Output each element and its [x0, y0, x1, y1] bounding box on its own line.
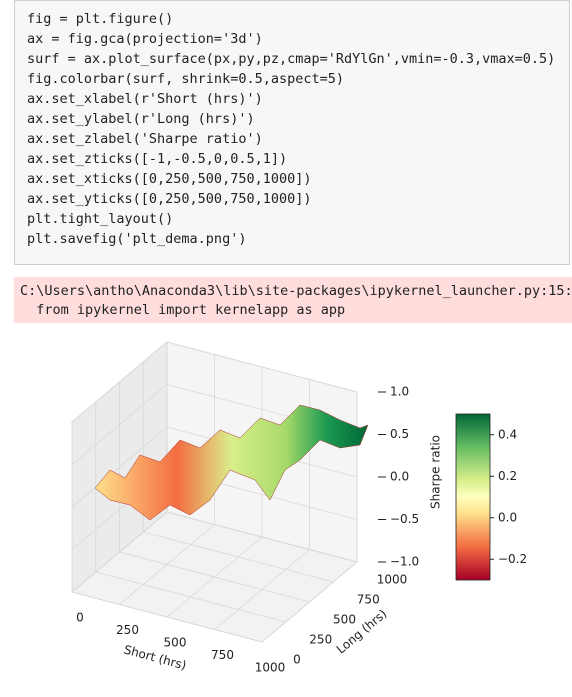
- code-line: ax.set_yticks([0,250,500,750,1000]): [27, 191, 312, 207]
- code-line: C:\Users\antho\Anaconda3\lib\site-packag…: [20, 283, 572, 299]
- z-tick-label: 0.5: [390, 427, 409, 441]
- code-line: fig.colorbar(surf, shrink=0.5,aspect=5): [27, 71, 344, 87]
- colorbar: [455, 413, 491, 581]
- code-line: fig = plt.figure(): [27, 11, 174, 27]
- z-tick-label: 1.0: [390, 385, 409, 399]
- z-tick-label: 0.0: [390, 470, 409, 484]
- y-tick-label: 500: [333, 613, 356, 627]
- y-tick-label: 1000: [377, 573, 408, 587]
- code-line: from ipykernel import kernelapp as app: [20, 302, 346, 318]
- x-tick-label: 0: [76, 611, 84, 625]
- grid-line: [166, 511, 358, 563]
- stderr-output: C:\Users\antho\Anaconda3\lib\site-packag…: [14, 277, 572, 323]
- grid-line: [71, 384, 168, 465]
- y-tick-label: 750: [357, 593, 380, 607]
- y-tick-label: 0: [293, 653, 301, 667]
- code-line: plt.tight_layout(): [27, 211, 174, 227]
- code-line: plt.savefig('plt_dema.png'): [27, 231, 247, 247]
- code-line: surf = ax.plot_surface(px,py,pz,cmap='Rd…: [27, 51, 556, 67]
- grid-line: [143, 531, 334, 583]
- surface: [94, 404, 369, 521]
- code-line: ax.set_zticks([-1,-0.5,0,0.5,1]): [27, 151, 288, 167]
- colorbar-tick-label: −0.2: [498, 552, 527, 566]
- colorbar-tick-label: 0.0: [498, 510, 517, 524]
- code-line: ax = fig.gca(projection='3d'): [27, 31, 263, 47]
- code-line: ax.set_ylabel(r'Long (hrs)'): [27, 111, 255, 127]
- x-tick-label: 1000: [255, 661, 286, 675]
- grid-line: [71, 511, 168, 593]
- z-tick-label: −1.0: [390, 555, 419, 569]
- grid-line: [119, 551, 310, 603]
- grid-line: [71, 591, 263, 643]
- colorbar-tick-label: 0.2: [498, 469, 517, 483]
- z-tick-label: −0.5: [390, 512, 419, 526]
- code-line: ax.set_xticks([0,250,500,750,1000]): [27, 171, 312, 187]
- code-cell[interactable]: fig = plt.figure() ax = fig.gca(projectio…: [14, 0, 570, 265]
- grid-line: [71, 426, 168, 508]
- colorbar-tick-label: 0.4: [498, 427, 517, 441]
- grid-line: [166, 341, 358, 393]
- x-tick-label: 250: [116, 623, 139, 637]
- y-tick-label: 250: [309, 633, 332, 647]
- code-line: ax.set_zlabel('Sharpe ratio'): [27, 131, 263, 147]
- x-tick-label: 750: [211, 648, 234, 662]
- x-tick-label: 500: [164, 636, 187, 650]
- grid-line: [71, 341, 168, 423]
- code-line: ax.set_xlabel(r'Short (hrs)'): [27, 91, 263, 107]
- z-axis-label: Sharpe ratio: [429, 435, 443, 509]
- grid-line: [95, 571, 286, 623]
